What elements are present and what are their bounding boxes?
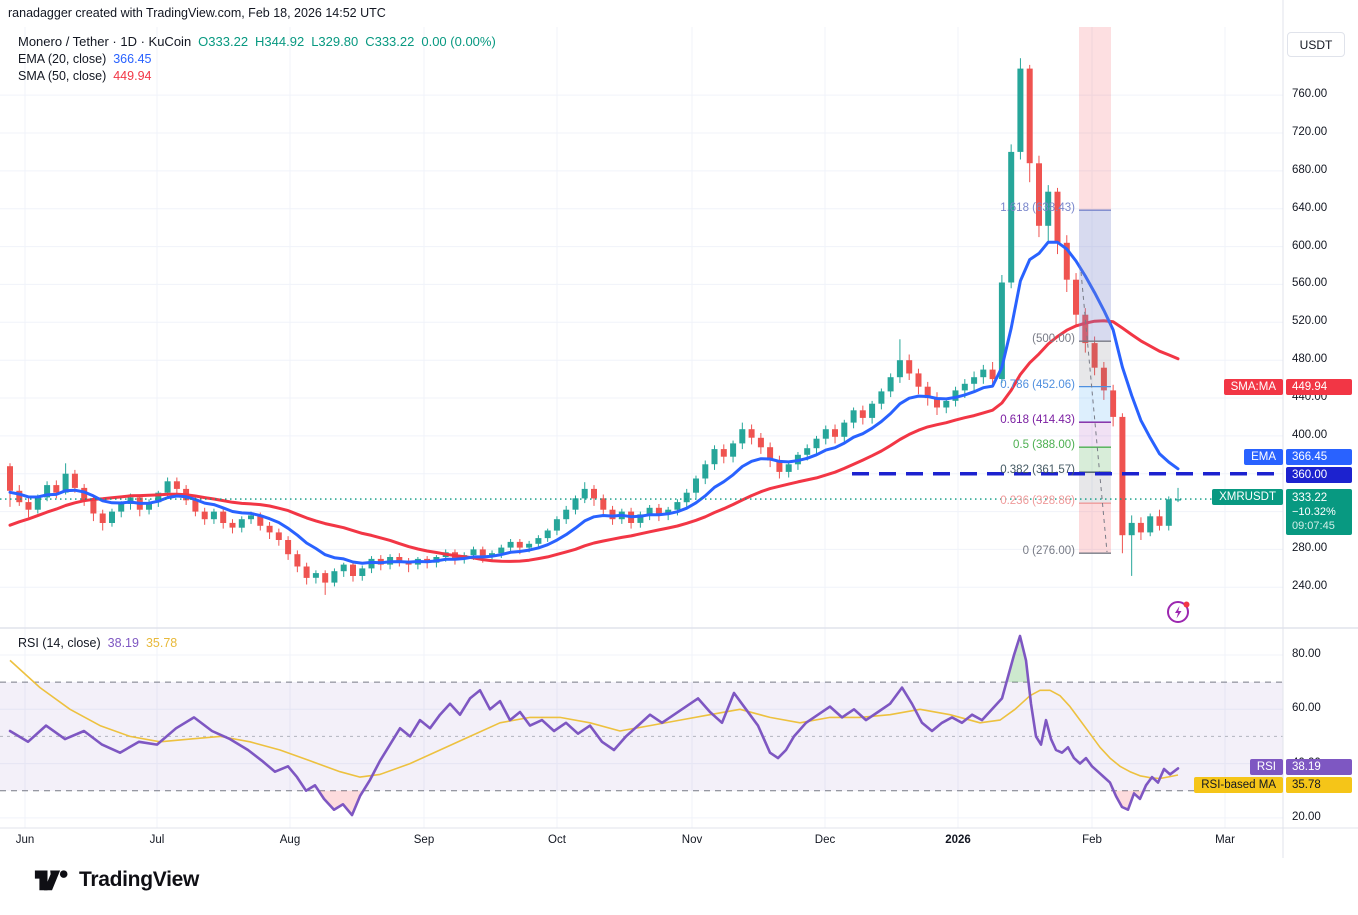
rsi-axis-tick: 80.00 [1292,647,1321,660]
rsi-ma-badge-label: RSI-based MA [1194,777,1283,793]
time-axis-label: Dec [814,834,836,846]
sma-badge-label: SMA:MA [1223,379,1283,395]
ema-legend-label: EMA (20, close) [18,52,107,66]
symbol-legend[interactable]: Monero / Tether · 1D · KuCoin O333.22 H3… [18,34,496,49]
last-price-value: 333.22 [1292,492,1328,504]
rsi-badge-value: 38.19 [1286,759,1352,775]
instant-trading-icon[interactable] [1165,598,1192,625]
ohlc-low: L329.80 [311,34,359,49]
time-axis-label: Sep [413,834,435,846]
price-axis-tick: 400.00 [1292,428,1328,441]
time-axis-label: Oct [548,834,566,846]
price-axis-tick: 600.00 [1292,239,1328,252]
bar-countdown: 09:07:45 [1292,520,1335,532]
time-axis-label: Jul [149,834,165,846]
symbol-price-badge-label: XMRUSDT [1212,489,1283,505]
symbol-title: Monero / Tether · 1D · KuCoin [18,34,192,49]
sma-badge-value: 449.94 [1286,379,1352,395]
price-axis-tick: 560.00 [1292,277,1328,290]
tradingview-logo[interactable]: TradingView [34,866,199,893]
ema-legend[interactable]: EMA (20, close) 366.45 [18,52,151,66]
price-axis-tick: 240.00 [1292,580,1328,593]
tradingview-logo-mark [34,870,68,891]
fib-level-label: 0.786 (452.06) [1000,378,1075,391]
price-change-percent: −10.32% [1292,506,1336,518]
price-axis-tick: 280.00 [1292,542,1328,555]
ohlc-high: H344.92 [255,34,305,49]
fib-level-label: 0.5 (388.00) [1012,439,1075,452]
rsi-axis-tick: 20.00 [1292,810,1321,823]
ema-badge-value: 366.45 [1286,449,1352,465]
price-axis-tick: 520.00 [1292,315,1328,328]
ema-legend-value: 366.45 [113,52,152,66]
attribution-text: ranadagger created with TradingView.com,… [8,6,386,20]
time-axis[interactable] [0,828,1358,858]
fib-level-label: 1.618 (638.43) [1000,202,1075,215]
price-axis[interactable] [1283,0,1358,828]
time-axis-label: 2026 [945,834,971,846]
price-axis-tick: 640.00 [1292,201,1328,214]
ohlc-change: 0.00 (0.00%) [421,34,496,49]
time-axis-label: Feb [1082,834,1102,846]
time-axis-label: Aug [279,834,301,846]
rsi-legend-label: RSI (14, close) [18,636,101,650]
currency-toggle-button[interactable]: USDT [1287,32,1345,57]
fib-level-label: 0.382 (361.57) [1000,464,1075,477]
time-axis-label: Nov [681,834,703,846]
rsi-legend[interactable]: RSI (14, close) 38.19 35.78 [18,636,177,650]
fib-level-label: 0.236 (328.86) [1000,495,1075,508]
sma-legend[interactable]: SMA (50, close) 449.94 [18,69,151,83]
fib-level-label: 0.618 (414.43) [1000,414,1075,427]
ema-badge-label: EMA [1244,449,1283,465]
rsi-badge-label: RSI [1249,759,1283,775]
last-price-badge: 333.22 −10.32% 09:07:45 [1286,489,1352,535]
sma-legend-label: SMA (50, close) [18,69,107,83]
time-axis-label: Jun [15,834,35,846]
ohlc-open: O333.22 [198,34,249,49]
rsi-ma-badge-value: 35.78 [1286,777,1352,793]
fib-level-label: 0 (276.00) [1022,545,1075,558]
rsi-ma-legend-value: 35.78 [145,636,178,650]
time-axis-label: Mar [1215,834,1235,846]
sma-legend-value: 449.94 [113,69,152,83]
fib-level-label: (500.00) [1032,333,1075,346]
price-axis-tick: 760.00 [1292,88,1328,101]
ohlc-close: C333.22 [365,34,415,49]
rsi-legend-value: 38.19 [107,636,139,650]
price-axis-tick: 680.00 [1292,163,1328,176]
alert-price-badge[interactable]: 360.00 [1286,467,1352,483]
price-axis-tick: 720.00 [1292,126,1328,138]
price-axis-tick: 480.00 [1292,353,1328,366]
rsi-axis-tick: 60.00 [1292,702,1321,715]
tradingview-logo-text: TradingView [79,867,200,891]
